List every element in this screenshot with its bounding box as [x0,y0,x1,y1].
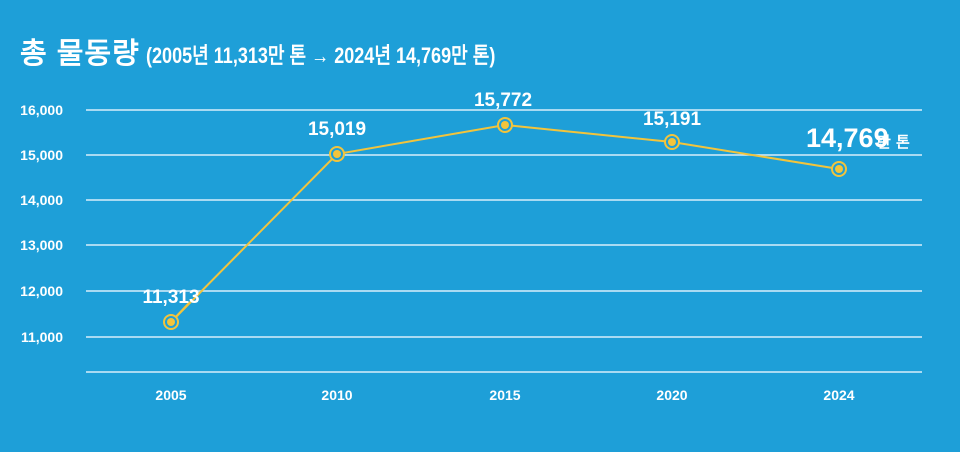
data-point-2015 [497,117,513,133]
data-label-2010: 15,019 [308,119,366,140]
data-label-2015: 15,772 [474,90,532,111]
ytick-label: 11,000 [21,329,63,345]
xtick-label: 2005 [155,387,186,403]
xtick-label: 2010 [321,387,352,403]
ytick-label: 12,000 [20,283,63,299]
y-axis: 16,000 15,000 14,000 13,000 12,000 11,00… [20,102,63,345]
data-point-2010 [329,146,345,162]
data-points [163,117,847,330]
ytick-label: 16,000 [20,102,63,118]
title-main: 총 물동량 [20,38,140,70]
data-point-2020 [664,134,680,150]
xtick-label: 2015 [489,387,520,403]
data-point-2024 [831,161,847,177]
unit-label: 만 톤 [877,133,910,151]
xtick-label: 2020 [656,387,687,403]
data-point-2005 [163,314,179,330]
data-label-2005: 11,313 [142,287,199,308]
ytick-label: 14,000 [20,192,63,208]
ytick-label: 13,000 [20,237,63,253]
title-subtitle: (2005년 11,313만 톤 → 2024년 14,769만 톤) [145,43,496,68]
data-label-2020: 15,191 [643,109,702,130]
ytick-label: 15,000 [20,147,63,163]
data-labels: 11,313 15,019 15,772 15,191 [142,90,701,308]
x-axis: 2005 2010 2015 2020 2024 [155,387,854,403]
chart-title: 총 물동량 (2005년 11,313만 톤 → 2024년 14,769만 톤) [20,30,572,72]
xtick-label: 2024 [823,387,854,403]
data-label-2024: 14,769 [806,123,889,153]
gridlines [86,109,922,373]
